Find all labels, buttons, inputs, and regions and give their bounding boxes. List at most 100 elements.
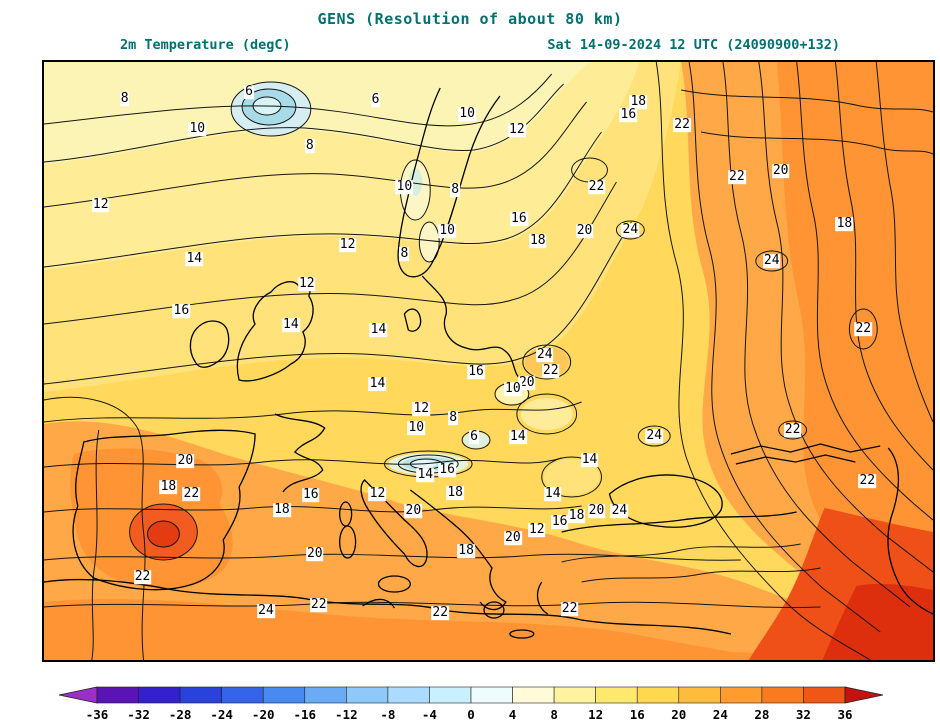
contour-label: 22 bbox=[854, 321, 873, 337]
contour-label: 14 bbox=[580, 452, 599, 468]
contour-label: 12 bbox=[527, 522, 546, 538]
contour-label: 14 bbox=[369, 322, 388, 338]
contour-label: 8 bbox=[399, 246, 410, 262]
colorbar-arrow-left bbox=[58, 686, 98, 704]
contour-label: 6 bbox=[370, 92, 381, 108]
contour-label: 18 bbox=[528, 233, 547, 249]
contour-label: 22 bbox=[182, 486, 201, 502]
contour-label: 10 bbox=[438, 223, 456, 239]
colorbar-segment bbox=[262, 686, 306, 704]
contour-label: 6 bbox=[469, 429, 479, 445]
contour-label: 20 bbox=[517, 375, 536, 391]
contour-label: 22 bbox=[541, 363, 560, 379]
colorbar-tick-label: -32 bbox=[127, 707, 150, 722]
contour-label: 24 bbox=[610, 503, 629, 519]
contour-label: 18 bbox=[457, 543, 475, 559]
contour-label: 22 bbox=[309, 597, 328, 613]
contour-label: 22 bbox=[133, 569, 152, 585]
contour-label-layer: 8 6 6 10 10 12 18 16 22 8 22 20 12 10 8 22 20 24 18 14 12 10 1… bbox=[44, 62, 933, 660]
contour-label: 14 bbox=[509, 429, 527, 445]
contour-label: 24 bbox=[762, 253, 781, 269]
contour-label: 12 bbox=[508, 122, 526, 138]
contour-label: 18 bbox=[273, 502, 291, 518]
contour-label: 14 bbox=[282, 317, 300, 333]
contour-label: 12 bbox=[368, 486, 387, 502]
colorbar-segment bbox=[761, 686, 804, 704]
colorbar-tick-label: -24 bbox=[210, 707, 233, 722]
colorbar-tick-label: 20 bbox=[671, 707, 686, 722]
colorbar-segment bbox=[387, 686, 430, 704]
contour-label: 22 bbox=[560, 601, 579, 617]
europe-contour-map-svg bbox=[44, 62, 933, 660]
variable-label: 2m Temperature (degC) bbox=[120, 37, 291, 53]
colorbar-tick-label: -8 bbox=[380, 707, 395, 722]
contour-label: 20 bbox=[305, 546, 324, 562]
colorbar-segment bbox=[346, 686, 389, 704]
colorbar-tick-label: -28 bbox=[169, 707, 192, 722]
colorbar-tick-label: 0 bbox=[467, 707, 475, 722]
colorbar-segment bbox=[304, 686, 347, 704]
contour-label: 16 bbox=[438, 462, 456, 478]
contour-label: 20 bbox=[404, 503, 423, 519]
colorbar-segment bbox=[429, 686, 472, 704]
colorbar-segment bbox=[678, 686, 721, 704]
contour-label: 20 bbox=[176, 453, 195, 469]
contour-label: 16 bbox=[619, 107, 638, 123]
colorbar-segment bbox=[803, 686, 846, 704]
colorbar-tick-label: 12 bbox=[588, 707, 603, 722]
fill-regions bbox=[44, 62, 933, 660]
contour-label: 8 bbox=[119, 91, 130, 107]
contour-label: 18 bbox=[446, 485, 464, 501]
contour-label: 22 bbox=[673, 117, 691, 133]
contour-label: 16 bbox=[467, 364, 485, 380]
colorbar-segment bbox=[512, 686, 555, 704]
contour-label: 22 bbox=[728, 169, 746, 185]
colorbar-tick-label: 8 bbox=[550, 707, 558, 722]
colorbar-svg: -36 -32 -28 -24 -20 -16 -12 -8 -4 0 4 8 12 16 20 24 28 32… bbox=[58, 686, 884, 722]
contour-label: 10 bbox=[407, 420, 426, 436]
contour-label: 12 bbox=[338, 237, 357, 253]
colorbar-segment bbox=[179, 686, 222, 704]
contour-label: 16 bbox=[172, 303, 191, 319]
contour-label: 24 bbox=[621, 222, 640, 238]
contour-label: 12 bbox=[297, 276, 316, 292]
colorbar-segment bbox=[96, 686, 139, 704]
contour-label: 14 bbox=[185, 251, 204, 267]
contour-label: 22 bbox=[587, 179, 606, 195]
page-title: GENS (Resolution of about 80 km) bbox=[317, 10, 623, 28]
contour-label: 16 bbox=[510, 211, 528, 227]
colorbar-segment bbox=[470, 686, 513, 704]
colorbar-tick-label: -4 bbox=[422, 707, 437, 722]
contour-label: 8 bbox=[448, 410, 459, 426]
contour-label: 10 bbox=[188, 121, 207, 137]
contour-label: 10 bbox=[504, 381, 522, 397]
contour-label: 14 bbox=[368, 376, 387, 392]
contour-label: 20 bbox=[504, 530, 522, 546]
colorbar-tick-label: 28 bbox=[754, 707, 769, 722]
colorbar-tick-label: 4 bbox=[509, 707, 517, 722]
contour-label: 12 bbox=[412, 401, 431, 417]
colorbar-tick-label: 16 bbox=[630, 707, 645, 722]
contour-label: 22 bbox=[783, 422, 802, 438]
contour-label: 22 bbox=[431, 605, 450, 621]
colorbar-segment bbox=[553, 686, 596, 704]
contour-label: 8 bbox=[304, 138, 315, 154]
colorbar-tick-label: -20 bbox=[252, 707, 275, 722]
contour-label: 22 bbox=[858, 473, 877, 489]
contour-label: 12 bbox=[91, 197, 110, 213]
coastlines bbox=[44, 87, 933, 639]
colorbar-segment bbox=[720, 686, 763, 704]
colorbar-tick-label: -36 bbox=[86, 707, 109, 722]
contour-label: 16 bbox=[550, 514, 569, 530]
temperature-map: 8 6 6 10 10 12 18 16 22 8 22 20 12 10 8 22 20 24 18 14 12 10 1… bbox=[42, 60, 935, 662]
contour-label: 24 bbox=[535, 347, 554, 363]
contour-label: 20 bbox=[587, 503, 606, 519]
valid-time-label: Sat 14-09-2024 12 UTC (24090900+132) bbox=[547, 37, 840, 53]
contour-label: 10 bbox=[395, 179, 414, 195]
contour-label: 10 bbox=[458, 106, 476, 122]
contour-label: 18 bbox=[159, 479, 178, 495]
contour-label: 6 bbox=[244, 84, 254, 100]
colorbar-segment bbox=[138, 686, 181, 704]
colorbar-tick-label: -16 bbox=[293, 707, 316, 722]
colorbar-tick-label: 32 bbox=[796, 707, 811, 722]
